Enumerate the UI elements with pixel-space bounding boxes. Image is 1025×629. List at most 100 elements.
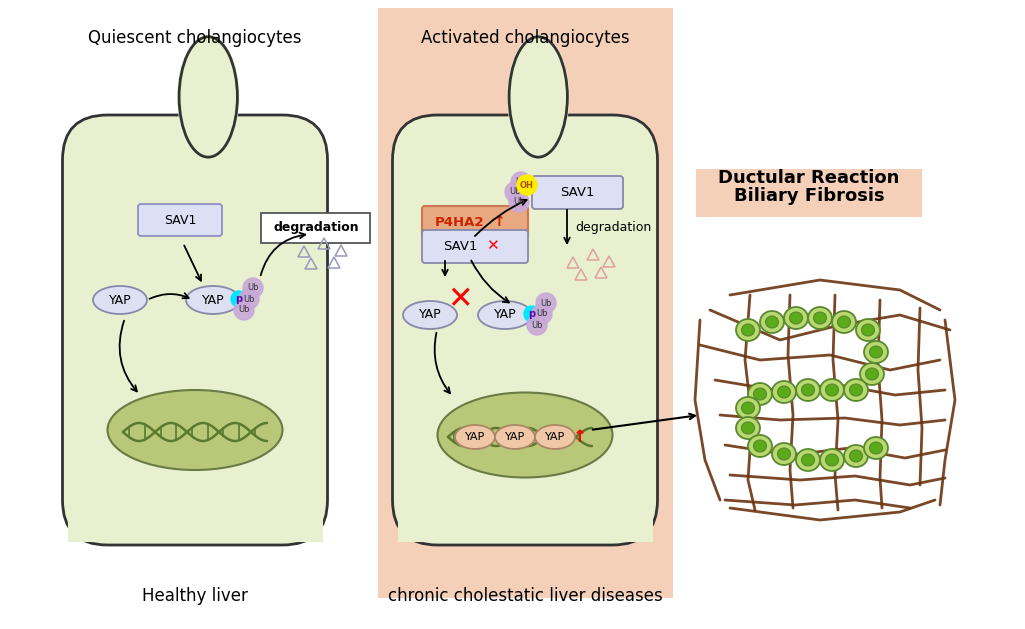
Text: OH: OH <box>520 181 534 189</box>
Ellipse shape <box>796 449 820 471</box>
Bar <box>378 8 673 598</box>
Ellipse shape <box>869 346 883 358</box>
Ellipse shape <box>864 437 888 459</box>
Text: Ub: Ub <box>238 306 250 314</box>
Ellipse shape <box>837 316 851 328</box>
FancyBboxPatch shape <box>532 176 623 209</box>
Ellipse shape <box>772 443 796 465</box>
Text: YAP: YAP <box>545 432 565 442</box>
Ellipse shape <box>741 402 754 414</box>
Ellipse shape <box>438 392 613 477</box>
FancyBboxPatch shape <box>68 512 323 542</box>
FancyBboxPatch shape <box>696 169 922 217</box>
Text: Ub: Ub <box>247 284 258 292</box>
Ellipse shape <box>820 449 844 471</box>
Ellipse shape <box>869 442 883 454</box>
Ellipse shape <box>177 35 240 159</box>
Ellipse shape <box>507 35 570 159</box>
Ellipse shape <box>509 36 568 157</box>
Circle shape <box>505 182 525 202</box>
Text: p: p <box>236 294 243 304</box>
Ellipse shape <box>478 301 532 329</box>
Text: degradation: degradation <box>274 221 359 235</box>
Ellipse shape <box>535 425 575 449</box>
Ellipse shape <box>864 341 888 363</box>
Ellipse shape <box>784 307 808 329</box>
FancyBboxPatch shape <box>261 213 370 243</box>
Text: YAP: YAP <box>505 432 525 442</box>
Ellipse shape <box>455 425 495 449</box>
Text: YAP: YAP <box>418 308 442 321</box>
Circle shape <box>524 306 540 322</box>
Ellipse shape <box>844 379 868 401</box>
Text: ↑: ↑ <box>492 214 504 230</box>
Ellipse shape <box>865 368 878 380</box>
Circle shape <box>511 172 531 192</box>
Text: YAP: YAP <box>202 294 224 306</box>
Ellipse shape <box>802 454 815 466</box>
Ellipse shape <box>856 319 880 341</box>
Text: P4HA2: P4HA2 <box>436 216 485 228</box>
Ellipse shape <box>736 319 760 341</box>
Text: ↑: ↑ <box>573 428 587 446</box>
Ellipse shape <box>179 36 238 157</box>
FancyBboxPatch shape <box>422 230 528 263</box>
Ellipse shape <box>825 384 838 396</box>
FancyBboxPatch shape <box>422 206 528 239</box>
Text: Ub: Ub <box>509 187 521 196</box>
Circle shape <box>532 304 552 324</box>
Ellipse shape <box>796 379 820 401</box>
Circle shape <box>509 192 529 212</box>
Ellipse shape <box>808 307 832 329</box>
Ellipse shape <box>736 397 760 419</box>
FancyBboxPatch shape <box>138 204 222 236</box>
Ellipse shape <box>741 422 754 434</box>
Ellipse shape <box>495 425 535 449</box>
Text: YAP: YAP <box>494 308 517 321</box>
Text: Healthy liver: Healthy liver <box>142 587 248 605</box>
Ellipse shape <box>748 435 772 457</box>
Circle shape <box>243 278 263 298</box>
Circle shape <box>234 300 254 320</box>
Ellipse shape <box>850 384 862 396</box>
Text: YAP: YAP <box>465 432 485 442</box>
Ellipse shape <box>832 311 856 333</box>
Ellipse shape <box>753 388 767 400</box>
Text: ✕: ✕ <box>447 286 473 314</box>
Text: Biliary Fibrosis: Biliary Fibrosis <box>734 187 885 205</box>
Circle shape <box>231 291 247 307</box>
Text: p: p <box>529 309 535 319</box>
Text: YAP: YAP <box>109 294 131 306</box>
Text: Ub: Ub <box>536 309 547 318</box>
Ellipse shape <box>789 312 803 324</box>
Text: SAV1: SAV1 <box>164 213 196 226</box>
Text: Ub: Ub <box>531 321 543 330</box>
Ellipse shape <box>850 450 862 462</box>
Text: Ductular Reaction: Ductular Reaction <box>719 169 900 187</box>
FancyBboxPatch shape <box>398 512 653 542</box>
Ellipse shape <box>186 286 240 314</box>
Text: Quiescent cholangiocytes: Quiescent cholangiocytes <box>88 29 301 47</box>
Ellipse shape <box>772 381 796 403</box>
Ellipse shape <box>760 311 784 333</box>
Ellipse shape <box>736 417 760 439</box>
Ellipse shape <box>778 386 790 398</box>
Ellipse shape <box>814 312 826 324</box>
Ellipse shape <box>844 445 868 467</box>
Circle shape <box>239 289 259 309</box>
Ellipse shape <box>766 316 779 328</box>
Ellipse shape <box>108 390 283 470</box>
Text: Ub: Ub <box>516 177 527 187</box>
Text: ✕: ✕ <box>486 238 498 253</box>
Text: Ub: Ub <box>540 299 551 308</box>
Ellipse shape <box>861 324 874 336</box>
Ellipse shape <box>860 363 884 385</box>
Circle shape <box>517 175 537 195</box>
Text: degradation: degradation <box>575 221 651 235</box>
Text: SAV1: SAV1 <box>560 186 594 199</box>
FancyBboxPatch shape <box>63 115 328 545</box>
Ellipse shape <box>820 379 844 401</box>
Circle shape <box>536 293 556 313</box>
Ellipse shape <box>741 324 754 336</box>
Ellipse shape <box>802 384 815 396</box>
